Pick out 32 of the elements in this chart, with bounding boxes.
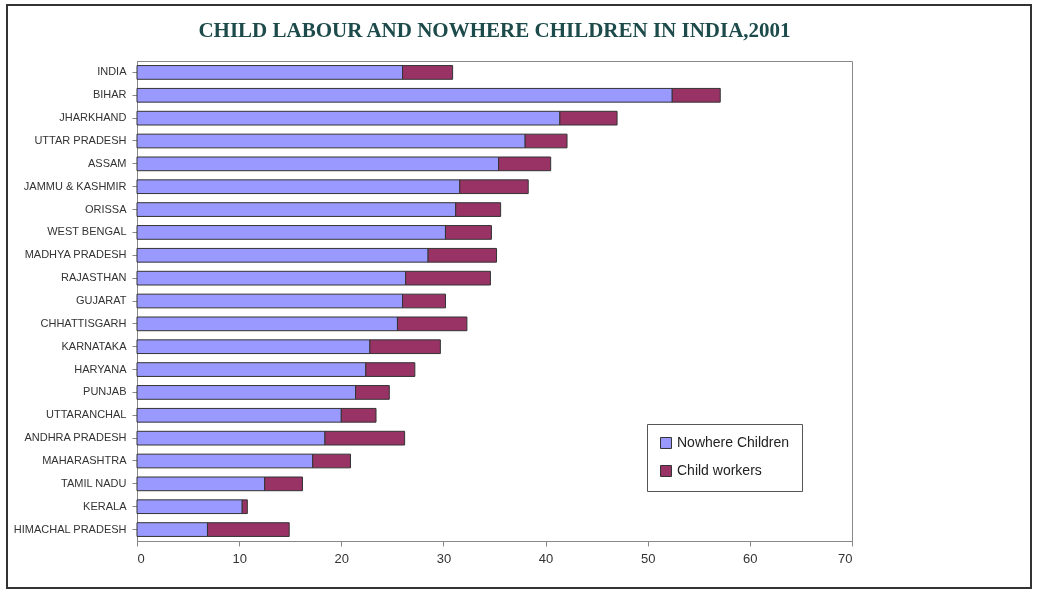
legend-label: Nowhere Children bbox=[677, 434, 790, 450]
y-tick-label: KARNATAKA bbox=[61, 339, 128, 352]
y-tick-label: ASSAM bbox=[87, 156, 127, 169]
x-tick-label: 40 bbox=[538, 550, 554, 566]
y-tick-label: MADHYA PRADESH bbox=[24, 248, 127, 261]
x-tick-label: 0 bbox=[137, 550, 145, 566]
y-tick-label: RAJASTHAN bbox=[61, 271, 127, 284]
x-tick-label: 30 bbox=[436, 550, 452, 566]
y-tick-label: JAMMU & KASHMIR bbox=[23, 179, 127, 192]
x-tick-label: 20 bbox=[334, 550, 350, 566]
y-tick-label: UTTAR PRADESH bbox=[34, 134, 127, 146]
y-tick-label: KERALA bbox=[83, 499, 128, 512]
y-tick-label: GUJARAT bbox=[75, 294, 127, 306]
legend-label: Child workers bbox=[677, 462, 762, 478]
y-tick-label: MAHARASHTRA bbox=[42, 454, 128, 466]
y-tick-label: JHARKHAND bbox=[59, 111, 127, 124]
y-tick-label: TAMIL NADU bbox=[61, 476, 127, 489]
y-tick-label: WEST BENGAL bbox=[47, 225, 127, 238]
y-tick-label: ORISSA bbox=[84, 202, 128, 215]
y-tick-label: UTTARANCHAL bbox=[46, 408, 127, 421]
x-tick-label: 50 bbox=[640, 550, 656, 566]
y-tick-label: HARYANA bbox=[74, 362, 128, 375]
y-tick-label: BIHAR bbox=[92, 88, 127, 101]
y-tick-label: INDIA bbox=[97, 65, 128, 78]
y-tick-label: ANDHRA PRADESH bbox=[24, 431, 127, 444]
y-tick-label: CHHATTISGARH bbox=[40, 316, 127, 329]
y-tick-label: HIMACHAL PRADESH bbox=[13, 522, 127, 535]
x-tick-label: 10 bbox=[232, 550, 247, 566]
x-tick-label: 60 bbox=[743, 550, 758, 566]
chart-title: CHILD LABOUR AND NOWHERE CHILDREN IN INDIA,2001 bbox=[198, 18, 791, 42]
x-tick-label: 70 bbox=[838, 550, 853, 566]
y-tick-label: PUNJAB bbox=[83, 385, 127, 398]
